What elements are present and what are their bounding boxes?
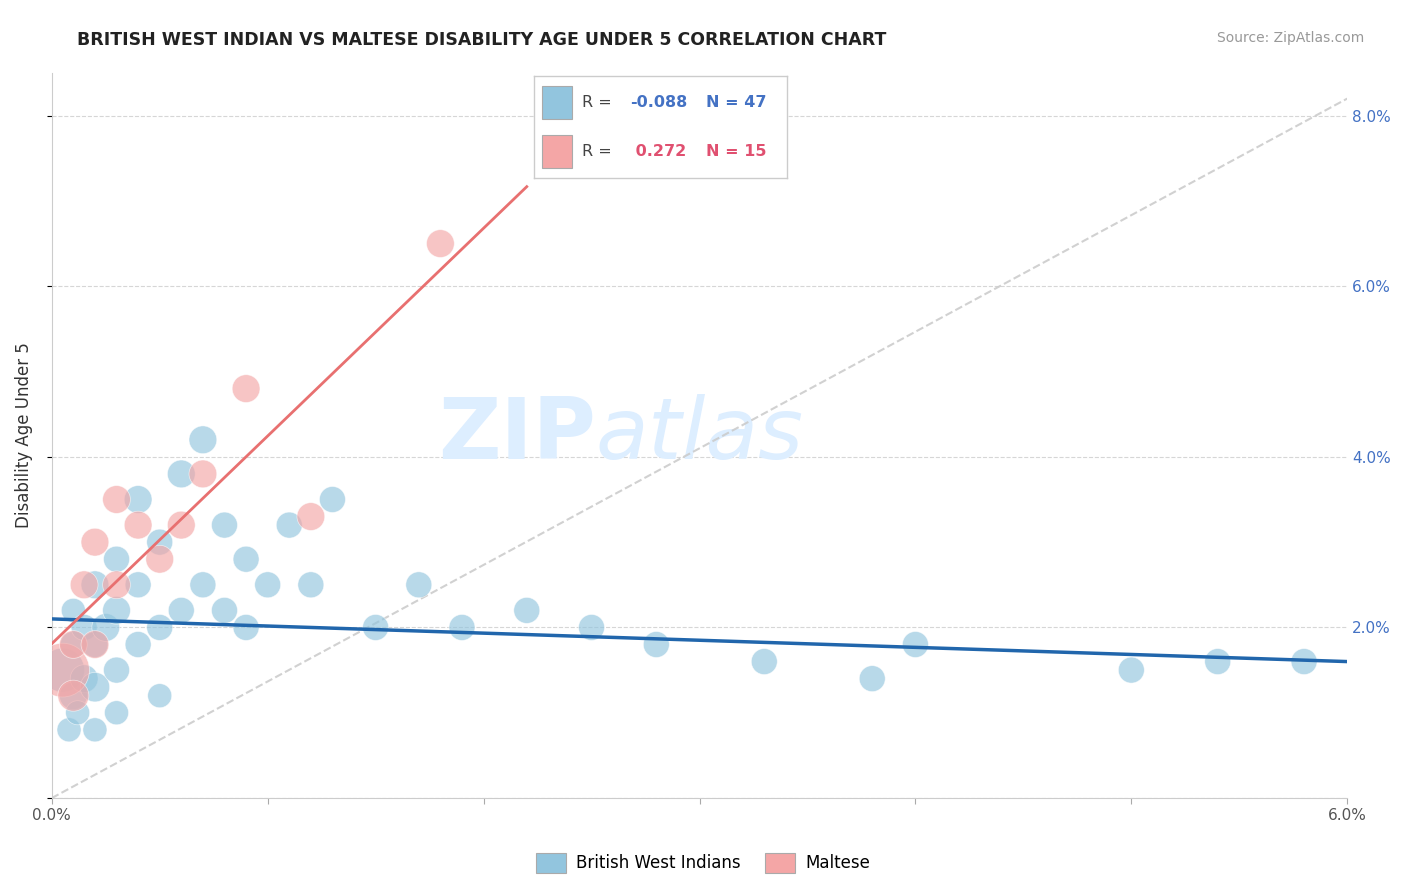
Text: R =: R = [582, 145, 617, 160]
Text: -0.088: -0.088 [630, 95, 688, 110]
Point [127, 492, 149, 507]
Point [299, 509, 322, 524]
Point [191, 433, 214, 447]
Point [105, 578, 128, 592]
Point [127, 578, 149, 592]
Point [84, 535, 107, 549]
Point [84, 578, 107, 592]
Point [214, 603, 236, 617]
Point [62, 638, 84, 652]
Point [62, 689, 84, 703]
Point [105, 663, 128, 677]
Point [754, 655, 776, 669]
Text: N = 15: N = 15 [706, 145, 766, 160]
Point [645, 638, 668, 652]
Point [62, 603, 84, 617]
Point [299, 578, 322, 592]
Point [1294, 655, 1316, 669]
Point [105, 552, 128, 566]
Point [84, 680, 107, 694]
Y-axis label: Disability Age Under 5: Disability Age Under 5 [15, 343, 32, 528]
FancyBboxPatch shape [541, 136, 572, 168]
Point [51, 663, 73, 677]
Point [127, 518, 149, 533]
Point [84, 723, 107, 737]
Point [58, 723, 80, 737]
Point [581, 620, 603, 634]
Point [62, 638, 84, 652]
Point [73, 578, 96, 592]
Point [84, 638, 107, 652]
Text: BRITISH WEST INDIAN VS MALTESE DISABILITY AGE UNDER 5 CORRELATION CHART: BRITISH WEST INDIAN VS MALTESE DISABILIT… [77, 31, 887, 49]
Text: atlas: atlas [596, 394, 804, 477]
Point [408, 578, 430, 592]
Point [214, 518, 236, 533]
Point [84, 638, 107, 652]
Point [149, 552, 172, 566]
Point [66, 706, 89, 720]
Text: 0.272: 0.272 [630, 145, 686, 160]
Point [94, 620, 117, 634]
Point [516, 603, 538, 617]
Point [191, 578, 214, 592]
FancyBboxPatch shape [541, 87, 572, 119]
Point [170, 518, 193, 533]
Point [105, 706, 128, 720]
Text: N = 47: N = 47 [706, 95, 766, 110]
Point [429, 236, 451, 251]
Point [256, 578, 278, 592]
Point [235, 620, 257, 634]
Point [105, 492, 128, 507]
Point [149, 689, 172, 703]
Point [170, 467, 193, 481]
Point [904, 638, 927, 652]
Point [170, 603, 193, 617]
Point [62, 689, 84, 703]
Point [51, 663, 73, 677]
Point [127, 638, 149, 652]
Text: Source: ZipAtlas.com: Source: ZipAtlas.com [1216, 31, 1364, 45]
Point [278, 518, 301, 533]
Point [105, 603, 128, 617]
Point [149, 620, 172, 634]
Text: R =: R = [582, 95, 617, 110]
Point [451, 620, 474, 634]
Point [860, 672, 883, 686]
Point [235, 382, 257, 396]
Point [73, 620, 96, 634]
Point [1206, 655, 1229, 669]
Text: ZIP: ZIP [439, 394, 596, 477]
Point [1121, 663, 1143, 677]
Point [364, 620, 387, 634]
Point [191, 467, 214, 481]
Point [321, 492, 343, 507]
Point [73, 672, 96, 686]
Point [149, 535, 172, 549]
Point [235, 552, 257, 566]
Legend: British West Indians, Maltese: British West Indians, Maltese [529, 847, 877, 880]
